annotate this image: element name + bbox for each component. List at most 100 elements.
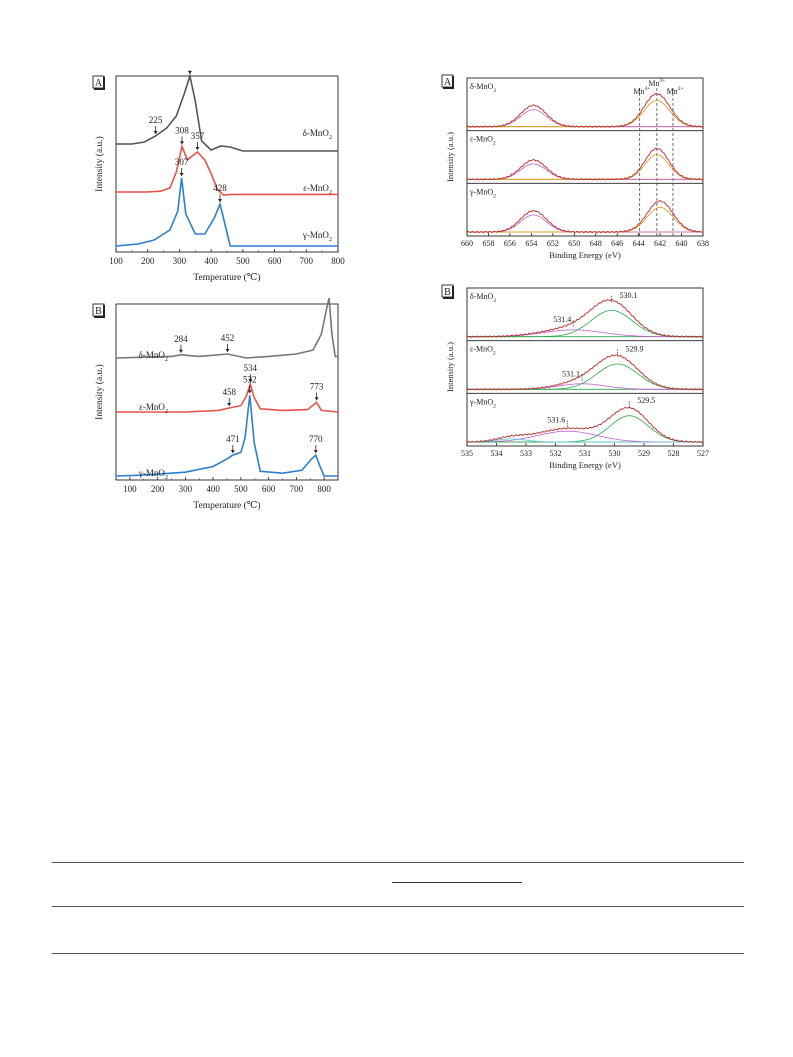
series-label: γ-MnO2 <box>138 468 168 481</box>
series-line-1 <box>116 143 338 197</box>
x-tick-label: 700 <box>290 484 304 494</box>
y-axis-label: Intensity (a.u.) <box>445 132 455 182</box>
peak-arrow-head <box>227 403 232 406</box>
x-tick-label: 500 <box>234 484 248 494</box>
peak-label: 532 <box>243 374 257 384</box>
fit-component-line <box>467 109 703 128</box>
series-label: ε-MnO2 <box>470 135 496 147</box>
tpr-chart: A 100 200 300 400 500 600 700 800 Temperature (℃)… <box>92 70 345 283</box>
x-tick-label: 528 <box>668 449 680 458</box>
x-tick-label: 531 <box>579 449 591 458</box>
series-line-2 <box>115 177 338 247</box>
x-tick-label: 400 <box>206 484 220 494</box>
fit-envelope-line <box>466 406 704 444</box>
peak-arrow-head <box>179 173 184 176</box>
x-tick-label: 530 <box>609 449 621 458</box>
x-tick-label: 660 <box>461 239 473 248</box>
fit-component-line <box>467 310 703 338</box>
fit-envelope-line <box>466 354 704 391</box>
peak-arrow-head <box>314 397 319 401</box>
fit-envelope-line <box>466 147 704 181</box>
series-label: ε-MnO2 <box>139 402 168 415</box>
peak-label: 428 <box>213 183 227 193</box>
peak-label: 452 <box>221 333 235 343</box>
raw-data-line <box>466 147 704 181</box>
peak-label: 458 <box>222 387 236 397</box>
peak-label: 773 <box>310 381 324 391</box>
series-label: γ-MnO2 <box>302 230 332 243</box>
peak-label: 225 <box>149 115 163 125</box>
fit-component-line <box>467 214 703 233</box>
x-tick-label: 650 <box>568 239 580 248</box>
x-tick-label: 642 <box>654 239 666 248</box>
fit-component-line <box>467 206 703 233</box>
x-tick-label: 300 <box>179 484 193 494</box>
x-tick-label: 644 <box>633 239 645 248</box>
peak-arrow-head <box>187 71 192 74</box>
series-label: δ-MnO2 <box>139 350 168 363</box>
panel-label: A <box>95 78 103 89</box>
series-line-0 <box>115 298 338 359</box>
x-tick-label: 529 <box>638 449 650 458</box>
oxidation-state-label: Mn3+ <box>648 78 665 88</box>
series-label: δ-MnO2 <box>470 292 496 304</box>
peak-label: 534 <box>244 363 258 373</box>
peak-label: 284 <box>174 334 188 344</box>
peak-arrow-head <box>218 199 223 202</box>
peak-label: 308 <box>175 125 189 135</box>
xps-o-chart-panel: B 535 534 533 532 531 530 529 528 527 Binding Ener… <box>437 282 711 477</box>
fit-component-line <box>467 415 703 443</box>
series-label: ε-MnO2 <box>470 345 496 357</box>
x-tick-label: 640 <box>676 239 688 248</box>
x-tick-label: 400 <box>204 256 218 266</box>
x-tick-label: 300 <box>173 256 187 266</box>
y-axis-label: Intensity (a.u.) <box>94 364 105 420</box>
y-axis-label: Intensity (a.u.) <box>94 136 105 192</box>
panel-label: B <box>95 306 102 317</box>
x-tick-label: 533 <box>520 449 532 458</box>
fit-envelope-line <box>466 299 704 338</box>
tpr-chart-panel: A 100 200 300 400 500 600 700 800 Temperature (℃)… <box>88 70 350 292</box>
xps-mn-chart-panel: A 660 658 656 654 652 650 648 646 644 642 640 638 Bin… <box>437 72 711 265</box>
x-axis-label: Temperature (℃) <box>193 500 260 511</box>
series-line-1 <box>116 381 339 413</box>
x-tick-label: 646 <box>611 239 623 248</box>
panel-label: A <box>444 77 452 88</box>
x-tick-label: 600 <box>268 256 282 266</box>
peak-label: 531.1 <box>562 369 580 378</box>
fit-envelope-line <box>466 92 704 128</box>
peak-arrow-head <box>179 141 184 145</box>
series-label: δ-MnO2 <box>303 128 332 141</box>
x-axis-label: Binding Energy (eV) <box>549 250 621 260</box>
peak-label: 531.4 <box>553 315 571 324</box>
x-tick-label: 638 <box>697 239 709 248</box>
x-tick-label: 200 <box>151 484 165 494</box>
x-tick-label: 700 <box>300 256 314 266</box>
xps-mn-chart: A 660 658 656 654 652 650 648 646 644 642 640 638 Bin… <box>441 74 709 260</box>
peak-label: 471 <box>226 434 240 444</box>
peak-label: 357 <box>191 131 205 141</box>
oxidation-state-label: Mn2+ <box>667 86 684 96</box>
peak-label: 529.5 <box>637 396 655 405</box>
x-tick-label: 500 <box>236 256 250 266</box>
fit-component-line <box>467 99 703 128</box>
x-tick-label: 658 <box>482 239 494 248</box>
series-label: γ-MnO2 <box>469 397 496 409</box>
x-tick-label: 534 <box>491 449 503 458</box>
plot-frame <box>466 287 704 447</box>
fit-component-line <box>467 163 703 180</box>
peak-label: 529.9 <box>625 345 643 354</box>
tpd-chart-panel: B 100 200 300 400 500 600 700 800 Temperature (℃)… <box>88 298 350 520</box>
plot-frame <box>115 75 339 253</box>
table-header-underline <box>392 882 522 883</box>
x-tick-label: 527 <box>697 449 709 458</box>
raw-data-line <box>466 299 704 338</box>
series-line-2 <box>115 395 338 477</box>
peak-label: 307 <box>175 157 189 167</box>
peak-arrow-head <box>225 349 230 352</box>
table-top-rule <box>52 862 744 863</box>
peak-arrow-head <box>153 131 158 134</box>
x-tick-label: 800 <box>331 256 345 266</box>
y-axis-label: Intensity (a.u.) <box>445 342 455 392</box>
x-axis-label: Binding Energy (eV) <box>549 460 621 470</box>
